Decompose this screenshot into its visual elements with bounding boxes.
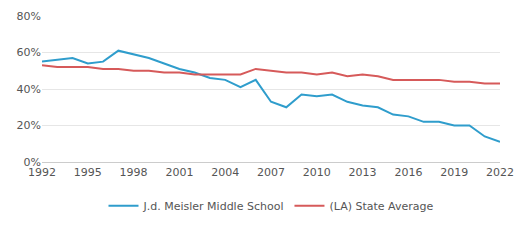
svg-text:1995: 1995	[74, 166, 102, 179]
svg-text:J.d. Meisler Middle School: J.d. Meisler Middle School	[143, 200, 284, 213]
svg-text:2016: 2016	[394, 166, 422, 179]
svg-text:1998: 1998	[120, 166, 148, 179]
svg-text:2007: 2007	[257, 166, 285, 179]
svg-text:(LA) State Average: (LA) State Average	[329, 200, 433, 213]
svg-text:1992: 1992	[28, 166, 56, 179]
svg-text:2022: 2022	[486, 166, 514, 179]
svg-text:2004: 2004	[211, 166, 239, 179]
svg-text:60%: 60%	[17, 46, 41, 59]
svg-text:80%: 80%	[17, 10, 41, 23]
svg-text:40%: 40%	[17, 83, 41, 96]
svg-text:0%: 0%	[24, 156, 41, 169]
svg-text:2010: 2010	[303, 166, 331, 179]
svg-text:2001: 2001	[165, 166, 193, 179]
svg-text:2019: 2019	[440, 166, 468, 179]
svg-text:20%: 20%	[17, 119, 41, 132]
svg-text:2013: 2013	[349, 166, 377, 179]
